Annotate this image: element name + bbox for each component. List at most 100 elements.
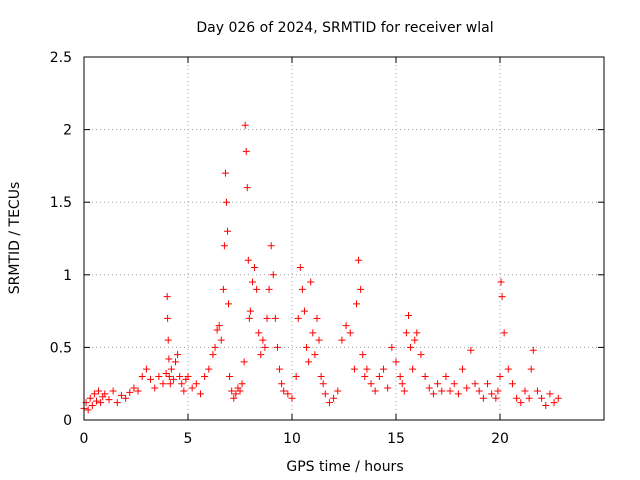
x-tick-label: 10 bbox=[283, 431, 301, 447]
data-point bbox=[84, 406, 92, 414]
data-point bbox=[230, 394, 238, 402]
data-point bbox=[261, 343, 269, 351]
data-point bbox=[294, 314, 302, 322]
data-point bbox=[113, 399, 121, 407]
data-point bbox=[159, 380, 167, 388]
x-tick-label: 0 bbox=[80, 431, 89, 447]
data-point bbox=[95, 387, 103, 395]
data-point bbox=[355, 256, 363, 264]
y-axis-label: SRMTID / TECUs bbox=[7, 182, 23, 295]
data-point bbox=[248, 278, 256, 286]
data-point bbox=[307, 278, 315, 286]
data-point bbox=[305, 358, 313, 366]
data-point bbox=[265, 285, 273, 293]
data-point bbox=[400, 387, 408, 395]
data-points bbox=[80, 121, 562, 414]
data-point bbox=[494, 387, 502, 395]
data-point bbox=[155, 372, 163, 380]
data-point bbox=[338, 336, 346, 344]
data-point bbox=[504, 365, 512, 373]
data-point bbox=[521, 387, 529, 395]
y-tick-label: 2.5 bbox=[50, 50, 72, 66]
data-point bbox=[232, 390, 240, 398]
data-point bbox=[554, 394, 562, 402]
data-point bbox=[404, 311, 412, 319]
data-point bbox=[498, 293, 506, 301]
data-point bbox=[492, 394, 500, 402]
y-tick-label: 1.5 bbox=[50, 195, 72, 211]
data-point bbox=[105, 396, 113, 404]
x-tick-label: 15 bbox=[387, 431, 405, 447]
data-point bbox=[429, 390, 437, 398]
data-point bbox=[241, 121, 249, 129]
data-point bbox=[409, 365, 417, 373]
data-point bbox=[242, 147, 250, 155]
data-point bbox=[167, 365, 175, 373]
data-point bbox=[226, 372, 234, 380]
data-point bbox=[165, 372, 173, 380]
data-point bbox=[352, 300, 360, 308]
data-point bbox=[496, 372, 504, 380]
data-point bbox=[205, 365, 213, 373]
data-point bbox=[245, 314, 253, 322]
data-point bbox=[463, 384, 471, 392]
data-point bbox=[240, 358, 248, 366]
data-point bbox=[350, 365, 358, 373]
data-point bbox=[315, 336, 323, 344]
data-point bbox=[325, 399, 333, 407]
data-point bbox=[438, 387, 446, 395]
data-point bbox=[442, 372, 450, 380]
data-point bbox=[342, 322, 350, 330]
data-point bbox=[201, 372, 209, 380]
data-point bbox=[497, 278, 505, 286]
data-point bbox=[269, 271, 277, 279]
data-point bbox=[471, 380, 479, 388]
data-point bbox=[309, 329, 317, 337]
data-point bbox=[292, 372, 300, 380]
data-point bbox=[174, 351, 182, 359]
data-point bbox=[209, 351, 217, 359]
data-point bbox=[147, 375, 155, 383]
data-point bbox=[300, 307, 308, 315]
data-point bbox=[284, 390, 292, 398]
x-tick-label: 20 bbox=[491, 431, 509, 447]
data-point bbox=[479, 394, 487, 402]
data-point bbox=[176, 372, 184, 380]
data-point bbox=[138, 372, 146, 380]
data-point bbox=[459, 365, 467, 373]
data-point bbox=[180, 387, 188, 395]
data-point bbox=[271, 314, 279, 322]
axis-ticks bbox=[83, 56, 604, 421]
data-point bbox=[367, 380, 375, 388]
data-point bbox=[434, 380, 442, 388]
data-point bbox=[334, 387, 342, 395]
data-point bbox=[178, 380, 186, 388]
data-point bbox=[236, 387, 244, 395]
data-point bbox=[298, 285, 306, 293]
data-point bbox=[346, 329, 354, 337]
data-point bbox=[375, 372, 383, 380]
data-point bbox=[396, 372, 404, 380]
data-point bbox=[303, 343, 311, 351]
data-point bbox=[130, 384, 138, 392]
data-point bbox=[163, 293, 171, 301]
data-point bbox=[164, 336, 172, 344]
data-point bbox=[407, 343, 415, 351]
data-point bbox=[92, 397, 100, 405]
data-point bbox=[388, 343, 396, 351]
data-point bbox=[126, 388, 134, 396]
data-point bbox=[398, 380, 406, 388]
grid bbox=[84, 57, 604, 420]
data-point bbox=[484, 380, 492, 388]
data-point bbox=[276, 365, 284, 373]
data-point bbox=[134, 387, 142, 395]
data-point bbox=[253, 285, 261, 293]
data-point bbox=[225, 300, 233, 308]
data-point bbox=[222, 198, 230, 206]
data-point bbox=[425, 384, 433, 392]
data-point bbox=[330, 394, 338, 402]
data-point bbox=[450, 380, 458, 388]
data-point bbox=[165, 355, 173, 363]
data-point bbox=[101, 390, 109, 398]
data-point bbox=[224, 227, 232, 235]
